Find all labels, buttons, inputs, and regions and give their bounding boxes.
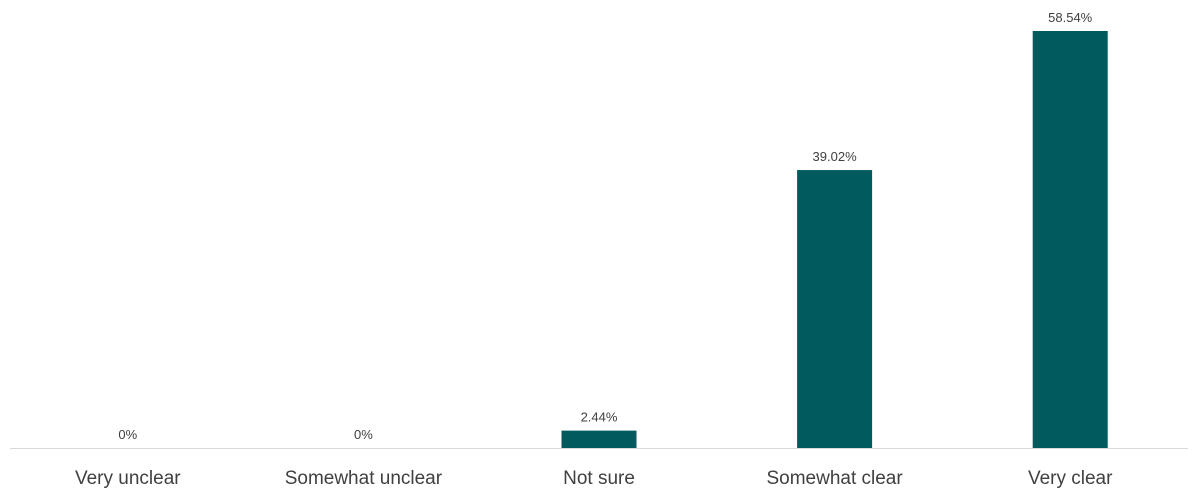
data-label-0: 0% [118,427,137,442]
data-label-4: 58.54% [1048,10,1093,25]
category-label-2: Not sure [563,468,635,489]
data-label-2: 2.44% [581,410,618,425]
data-labels-group: 0% 0% 2.44% 39.02% 58.54% [118,10,1092,442]
bar-3 [797,170,873,448]
bars-group [561,31,1108,448]
category-label-4: Very clear [1028,468,1113,489]
category-label-3: Somewhat clear [766,468,903,489]
data-label-1: 0% [354,427,373,442]
category-labels-group: Very unclear Somewhat unclear Not sure Some… [75,468,1113,489]
data-label-3: 39.02% [813,149,858,164]
bar-2 [561,430,637,448]
bar-4 [1032,31,1108,448]
category-label-1: Somewhat unclear [285,468,443,489]
category-label-0: Very unclear [75,468,181,489]
